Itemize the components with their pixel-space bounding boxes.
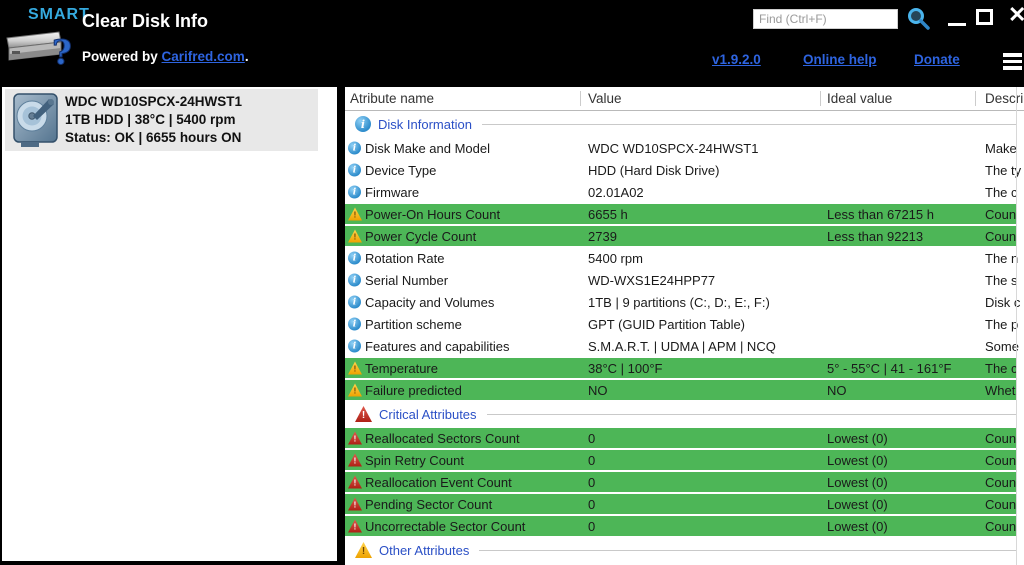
- online-help-link[interactable]: Online help: [803, 52, 877, 67]
- table-row-disk-make-and-model[interactable]: i Disk Make and Model WDC WD10SPCX-24HWST…: [345, 137, 1024, 159]
- table-row-firmware[interactable]: i Firmware 02.01A02 The c: [345, 181, 1024, 203]
- table-row-capacity-and-volumes[interactable]: i Capacity and Volumes 1TB | 9 partitions…: [345, 291, 1024, 313]
- close-button[interactable]: ✕: [1008, 2, 1024, 27]
- version-link[interactable]: v1.9.2.0: [712, 52, 761, 67]
- info-icon: i: [348, 163, 361, 177]
- hamburger-menu-icon[interactable]: [1003, 53, 1024, 73]
- info-icon: i: [348, 295, 361, 309]
- powered-by-prefix: Powered by: [82, 49, 162, 64]
- critical-icon: !: [348, 453, 362, 467]
- info-icon: i: [348, 185, 361, 199]
- info-icon: i: [355, 116, 371, 132]
- table-header: Atribute name Value Ideal value Descript…: [345, 87, 1024, 111]
- table-row-power-on-hours-count[interactable]: ! Power-On Hours Count 6655 h Less than 6…: [345, 203, 1016, 225]
- hdd-drive-icon: [13, 93, 59, 154]
- table-row-spin-retry-count[interactable]: !Spin Retry Count 0 Lowest (0) Count: [345, 449, 1016, 471]
- section-header-disk-information: i Disk Information: [345, 111, 1024, 137]
- warning-icon: !: [348, 361, 362, 375]
- warning-icon: !: [348, 229, 362, 243]
- critical-icon: !: [348, 519, 362, 533]
- table-row-serial-number[interactable]: i Serial Number WD-WXS1E24HPP77 The s: [345, 269, 1024, 291]
- table-row-failure-predicted[interactable]: ! Failure predicted NO NO Whet: [345, 379, 1016, 401]
- disk-list-panel: WDC WD10SPCX-24HWST1 1TB HDD | 38°C | 54…: [0, 87, 337, 565]
- carifred-link[interactable]: Carifred.com: [161, 49, 245, 64]
- smart-logo-text: SMART: [28, 6, 90, 23]
- section-header-critical-attributes: ! Critical Attributes: [345, 401, 1024, 427]
- header-links: v1.9.2.0 Online help Donate: [0, 52, 1024, 72]
- disk-specs: 1TB HDD | 38°C | 5400 rpm: [65, 112, 236, 127]
- info-icon: i: [348, 273, 361, 287]
- section-divider-line: [479, 549, 1016, 551]
- table-row-rotation-rate[interactable]: i Rotation Rate 5400 rpm The n: [345, 247, 1024, 269]
- table-row-partition-scheme[interactable]: i Partition scheme GPT (GUID Partition Ta…: [345, 313, 1024, 335]
- warning-icon: !: [348, 207, 362, 221]
- window-bottom-border: [0, 561, 345, 565]
- maximize-button[interactable]: [976, 9, 993, 25]
- table-row-reallocation-event-count[interactable]: ! Reallocation Event Count 0 Lowest (0) C…: [345, 471, 1016, 493]
- info-icon: i: [348, 317, 361, 331]
- column-header-description[interactable]: Description: [985, 91, 1024, 106]
- table-row-device-type[interactable]: i Device Type HDD (Hard Disk Drive) The t…: [345, 159, 1024, 181]
- column-header-ideal[interactable]: Ideal value: [827, 91, 893, 106]
- donate-link[interactable]: Donate: [914, 52, 960, 67]
- section-divider-line: [486, 413, 1016, 415]
- powered-by-suffix: .: [244, 49, 249, 64]
- find-input[interactable]: [753, 9, 898, 29]
- info-icon: i: [348, 339, 361, 353]
- column-separator: [580, 91, 581, 106]
- powered-by: Powered by Carifred.com.: [82, 49, 249, 64]
- table-row-pending-sector-count[interactable]: !Pending Sector Count 0 Lowest (0) Count: [345, 493, 1016, 515]
- column-separator: [820, 91, 821, 106]
- titlebar: SMART ? Clear Disk Info Powered by Carif…: [0, 0, 1024, 87]
- critical-icon: !: [348, 497, 362, 511]
- info-icon: i: [348, 251, 361, 265]
- search-icon[interactable]: [906, 7, 932, 31]
- svg-text:?: ?: [52, 33, 72, 68]
- column-header-attribute[interactable]: Atribute name: [350, 91, 435, 106]
- disk-status: Status: OK | 6655 hours ON: [65, 130, 242, 145]
- minimize-button[interactable]: [948, 10, 966, 26]
- critical-icon: !: [355, 406, 372, 422]
- table-row-features-and-capabilities[interactable]: i Features and capabilities S.M.A.R.T. | …: [345, 335, 1024, 357]
- app-title: Clear Disk Info: [82, 11, 209, 31]
- warning-icon: !: [348, 383, 362, 397]
- warning-icon: !: [355, 542, 372, 558]
- disk-summary: WDC WD10SPCX-24HWST1 1TB HDD | 38°C | 54…: [65, 93, 242, 147]
- table-row-reallocated-sectors-count[interactable]: ! Reallocated Sectors Count 0 Lowest (0) …: [345, 427, 1016, 449]
- app-logo-disk-icon: ?: [4, 24, 76, 74]
- critical-icon: !: [348, 431, 362, 445]
- table-row-uncorrectable-sector-count[interactable]: ! Uncorrectable Sector Count 0 Lowest (0)…: [345, 515, 1016, 537]
- disk-list-item-selected[interactable]: WDC WD10SPCX-24HWST1 1TB HDD | 38°C | 54…: [5, 89, 318, 151]
- attribute-rows: i Disk Information i Disk Make and Model …: [345, 111, 1024, 563]
- table-row-power-cycle-count[interactable]: ! Power Cycle Count 2739 Less than 92213 …: [345, 225, 1016, 247]
- info-icon: i: [348, 141, 361, 155]
- table-row-temperature[interactable]: ! Temperature 38°C | 100°F 5° - 55°C | 41…: [345, 357, 1016, 379]
- section-divider-line: [481, 123, 1016, 125]
- column-header-value[interactable]: Value: [588, 91, 622, 106]
- column-separator: [975, 91, 976, 106]
- attribute-table: Atribute name Value Ideal value Descript…: [345, 87, 1024, 565]
- disk-model: WDC WD10SPCX-24HWST1: [65, 94, 243, 109]
- section-header-other-attributes: ! Other Attributes: [345, 537, 1024, 563]
- table-right-edge: [1016, 87, 1017, 565]
- panel-divider: [337, 87, 345, 565]
- critical-icon: !: [348, 475, 362, 489]
